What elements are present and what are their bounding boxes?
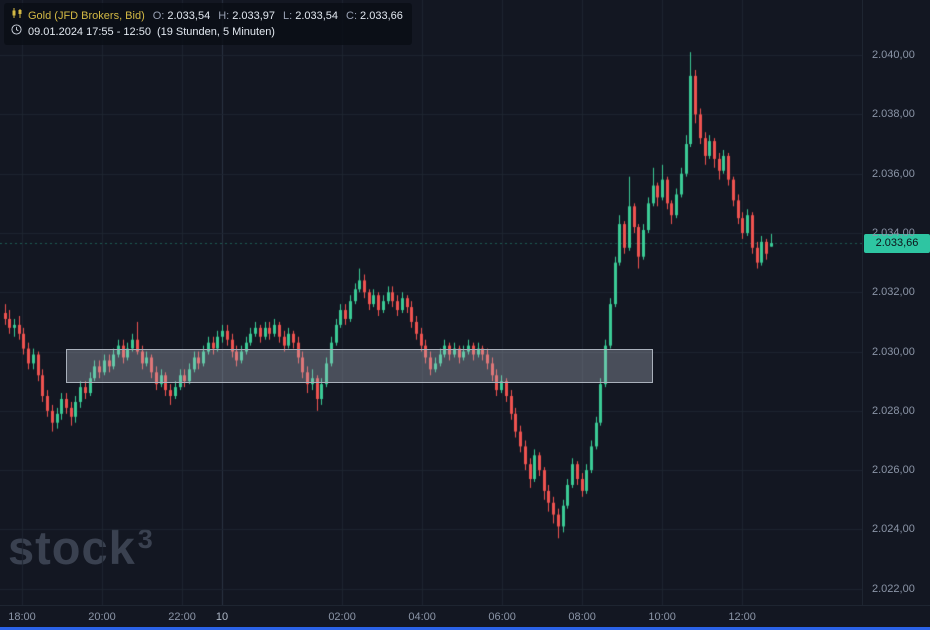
last-price-label: 2.033,66 <box>864 233 930 253</box>
time-axis-label: 18:00 <box>8 611 36 623</box>
price-axis-label: 2.030,00 <box>872 345 915 358</box>
resistance-zone-rectangle[interactable] <box>65 348 653 383</box>
ohlc-low-value: 2.033,54 <box>295 9 339 22</box>
price-axis-label: 2.028,00 <box>872 404 915 417</box>
time-axis-label: 04:00 <box>408 611 436 623</box>
price-axis-label: 2.034,00 <box>872 226 915 239</box>
ohlc-low-label: L: <box>283 9 293 22</box>
ohlc-close-label: C: <box>346 9 358 22</box>
ohlc-open-label: O: <box>152 9 165 22</box>
legend-symbol-row: Gold (JFD Brokers, Bid) O: 2.033,54 H: 2.0… <box>11 7 403 24</box>
timeline-scrollbar[interactable] <box>0 627 930 630</box>
date-range: 09.01.2024 17:55 - 12:50 <box>28 26 151 38</box>
ohlc-open-value: 2.033,54 <box>167 9 211 22</box>
chart-legend[interactable]: Gold (JFD Brokers, Bid) O: 2.033,54 H: 2.0… <box>4 3 412 45</box>
price-axis-label: 2.036,00 <box>872 167 915 180</box>
price-axis-label: 2.038,00 <box>872 108 915 121</box>
price-axis-label: 2.024,00 <box>872 523 915 536</box>
time-axis-label: 06:00 <box>488 611 516 623</box>
ohlc-close-value: 2.033,66 <box>360 9 403 22</box>
ohlc-high-value: 2.033,97 <box>232 9 276 22</box>
candlestick-icon <box>11 7 23 24</box>
time-axis-label: 10 <box>215 611 229 623</box>
time-axis-label: 08:00 <box>568 611 596 623</box>
duration-label: (19 Stunden, 5 Minuten) <box>156 26 275 38</box>
time-axis-label: 12:00 <box>728 611 756 623</box>
clock-icon <box>11 24 22 40</box>
time-axis-label: 10:00 <box>648 611 676 623</box>
candlestick-chart[interactable] <box>0 0 862 605</box>
price-axis-label: 2.032,00 <box>872 286 915 299</box>
price-axis-label: 2.026,00 <box>872 464 915 477</box>
time-axis-label: 02:00 <box>328 611 356 623</box>
price-axis-label: 2.040,00 <box>872 49 915 62</box>
legend-time-row: 09.01.2024 17:55 - 12:50 (19 Stunden, 5 … <box>11 24 403 40</box>
price-axis[interactable]: 2.033,66 2.040,00 2.038,00 2.036,00 2.034,0… <box>862 0 930 605</box>
instrument-name: Gold (JFD Brokers, Bid) <box>28 9 145 22</box>
time-axis-label: 22:00 <box>168 611 196 623</box>
time-axis[interactable]: 18:00 20:00 22:00 10 02:00 04:00 06:00 08:00 10:… <box>0 605 930 628</box>
price-axis-label: 2.022,00 <box>872 582 915 595</box>
time-axis-label: 20:00 <box>88 611 116 623</box>
ohlc-high-label: H: <box>218 9 230 22</box>
